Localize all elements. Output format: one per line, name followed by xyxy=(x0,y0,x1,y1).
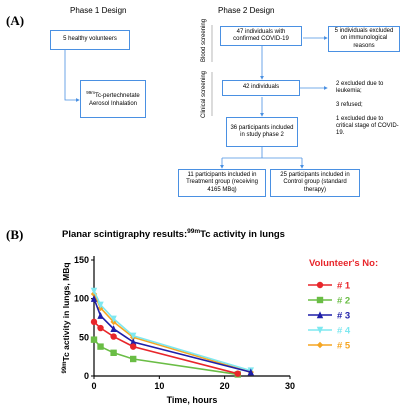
x-axis-label: Time, hours xyxy=(167,395,218,405)
data-point-3 xyxy=(97,311,104,319)
box-control-group: 25 participants included in Control grou… xyxy=(270,169,360,197)
note-excluded-leukemia: 2 excluded due to leukemia; xyxy=(336,81,384,95)
data-point-1 xyxy=(90,318,98,326)
box-text: 47 individuals with confirmed COVID-19 xyxy=(233,28,289,42)
legend-label-3: # 3 xyxy=(337,311,350,322)
data-point-1 xyxy=(97,324,104,332)
box-aerosol-inhalation: 99mTc-pertechnetate Aerosol Inhalation xyxy=(80,80,146,118)
y-tick-label: 0 xyxy=(84,371,89,381)
legend-title: Volunteer's No: xyxy=(309,258,378,269)
chart-title: Planar scintigraphy results:99mTc activi… xyxy=(62,228,285,240)
label-blood-screening: Blood screening xyxy=(201,18,207,62)
data-point-3 xyxy=(247,368,254,376)
box-text: 25 participants included in Control grou… xyxy=(280,172,350,193)
data-point-4 xyxy=(90,287,98,295)
legend-marker-5 xyxy=(316,341,324,349)
legend-marker-1 xyxy=(316,281,324,289)
y-axis-label-sup: 99m xyxy=(62,362,68,374)
y-tick-label: 50 xyxy=(79,332,89,342)
x-tick-label: 20 xyxy=(220,381,230,391)
legend-label-1: # 1 xyxy=(337,281,351,292)
box-text: 99mTc-pertechnetate Aerosol Inhalation xyxy=(83,90,143,107)
y-tick-label: 100 xyxy=(74,294,89,304)
inhalation-text: Tc-pertechnetate Aerosol Inhalation xyxy=(88,93,140,107)
data-point-3 xyxy=(90,294,98,302)
series-line-5 xyxy=(93,293,252,373)
chart-title-sup: 99m xyxy=(187,228,201,235)
box-text: 5 healthy volunteers xyxy=(63,36,117,43)
data-point-1 xyxy=(234,370,241,377)
note-excluded-critical: 1 excluded due to critical stage of COVI… xyxy=(336,116,399,137)
isotope-sup: 99m xyxy=(86,90,96,96)
note-refused: 3 refused; xyxy=(336,102,363,108)
data-point-2 xyxy=(130,355,137,363)
data-point-2 xyxy=(97,343,104,350)
legend-marker-2 xyxy=(316,296,324,304)
data-point-3 xyxy=(110,325,117,333)
phase2-title: Phase 2 Design xyxy=(218,6,275,15)
y-tick-label: 150 xyxy=(74,255,89,265)
box-included-36: 36 participants included in study phase … xyxy=(226,117,298,147)
panel-b-label: (B) xyxy=(6,227,24,242)
box-healthy-volunteers: 5 healthy volunteers xyxy=(50,30,130,50)
data-point-1 xyxy=(110,333,117,340)
data-point-1 xyxy=(130,343,137,350)
x-tick-label: 10 xyxy=(154,381,164,391)
box-confirmed-47: 47 individuals with confirmed COVID-19 xyxy=(220,26,302,46)
box-text: 42 individuals xyxy=(242,84,280,91)
box-text: 5 individuals excluded on immunological … xyxy=(334,28,394,49)
chart-title-pre: Planar scintigraphy results: xyxy=(62,229,188,241)
panel-a-label: (A) xyxy=(6,13,25,28)
label-clinical-screening: Clinical screening xyxy=(201,70,207,118)
box-excluded-immunological: 5 individuals excluded on immunological … xyxy=(328,26,400,52)
box-text: 11 participants included in Treatment gr… xyxy=(186,172,258,193)
legend-marker-3 xyxy=(316,311,324,319)
data-point-2 xyxy=(90,336,98,343)
flowchart-connectors xyxy=(64,25,328,169)
y-axis-label-main: Tc activity in lungs, MBq xyxy=(61,262,71,361)
y-axis-label: 99mTc activity in lungs, MBq xyxy=(61,262,71,373)
data-point-4 xyxy=(97,301,104,309)
series-line-3 xyxy=(93,298,251,373)
data-point-3 xyxy=(130,338,137,346)
legend-label-5: # 5 xyxy=(337,341,351,352)
scintigraphy-chart: 0 10 20 30 0 50 100 150 Time, hours 99mTc activit… xyxy=(61,255,378,405)
box-individuals-42: 42 individuals xyxy=(222,80,300,96)
box-text: 36 participants included in study phase … xyxy=(230,124,294,138)
data-point-4 xyxy=(110,315,117,323)
phase1-title: Phase 1 Design xyxy=(70,6,127,15)
data-point-4 xyxy=(130,332,137,340)
x-tick-label: 30 xyxy=(285,381,295,391)
x-tick-label: 0 xyxy=(91,381,96,391)
box-treatment-group: 11 participants included in Treatment gr… xyxy=(178,169,266,197)
legend-marker-4 xyxy=(316,326,324,334)
legend-label-2: # 2 xyxy=(337,296,350,307)
legend-label-4: # 4 xyxy=(337,326,351,337)
data-point-2 xyxy=(110,349,117,356)
chart-title-post: Tc activity in lungs xyxy=(200,229,285,241)
